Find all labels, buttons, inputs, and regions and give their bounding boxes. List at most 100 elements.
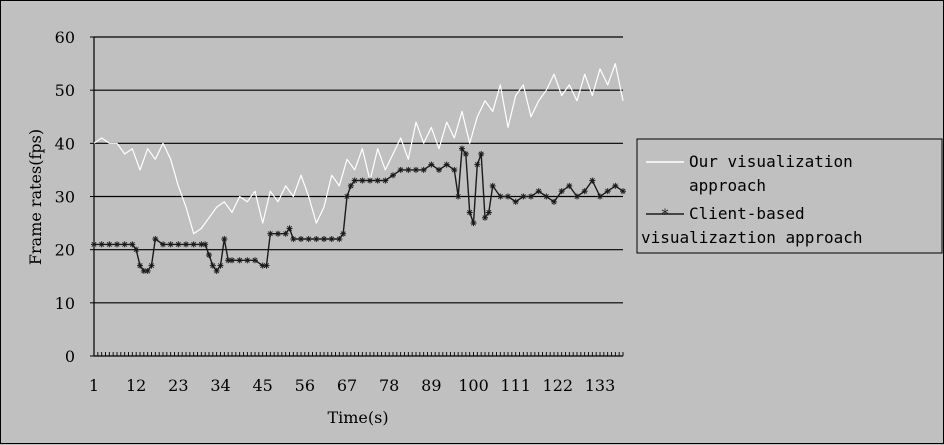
star-arm [470,220,477,226]
star-arm [286,225,293,231]
x-tick-label-23: 23 [168,376,188,395]
star-arm [428,162,434,168]
series-2-point [282,230,289,237]
series-2-point [474,161,481,168]
x-tick-label-133: 133 [585,376,616,395]
series-2-point [413,166,419,173]
series-2-point [489,182,496,189]
star-arm [283,231,289,237]
star-arm [260,263,266,269]
legend-box [636,138,943,254]
series-2-point [206,251,212,258]
star-arm [505,193,511,200]
star-arm [290,236,296,242]
series-2-point [305,236,312,243]
star-arm [520,193,526,200]
series-2-point [597,193,603,200]
series-2-point [466,209,473,216]
star-arm [263,263,270,269]
star-arm [413,167,419,173]
star-arm [382,178,388,184]
star-arm [148,263,155,269]
series-2-point [213,267,220,274]
series-2-point [455,193,462,200]
series-2-point [558,188,565,195]
series-2-point [374,177,381,184]
series-2-point [209,262,216,269]
series-2-point [443,161,450,168]
star-arm [612,183,618,189]
series-2-point [512,198,519,205]
series-2-point [298,236,304,243]
series-2-point [217,262,224,269]
star-arm [137,263,143,269]
series-2-point [497,193,504,200]
star-arm [390,172,396,178]
series-2-point [581,188,588,195]
star-arm [497,193,503,200]
star-arm [344,193,350,200]
series-2-point [267,230,274,237]
series-2-point [405,166,412,173]
x-tick-label-56: 56 [295,376,315,395]
star-arm [198,241,204,247]
star-arm [321,236,327,242]
series-2-point [183,241,189,248]
star-arm [436,167,442,173]
series-2-point [148,262,155,269]
series-line-1 [93,62,624,235]
legend-marker-series-2: * [662,207,669,223]
series-2-point [91,241,97,248]
star-arm [252,257,258,263]
star-arm [106,241,112,247]
series-2-point [462,150,469,157]
star-arm [486,209,492,215]
series-2-point [382,177,389,184]
x-tick-label-67: 67 [337,376,357,395]
series-layer [91,62,626,274]
series-2-point [520,193,527,200]
star-arm [551,199,557,205]
star-arm [359,178,365,184]
y-tick-label-10: 10 [55,294,75,313]
series-2-point [436,166,442,173]
x-tick-label-45: 45 [252,376,272,395]
star-arm [367,178,373,184]
star-arm [168,241,174,247]
star-arm [210,263,216,269]
series-2-point [566,182,573,189]
x-tick-label-1: 1 [89,376,99,395]
y-tick-label-30: 30 [55,188,75,207]
star-arm [237,257,243,263]
series-2-point [98,241,105,248]
star-arm [275,231,281,237]
series-2-point [589,177,596,184]
series-2-point [313,236,320,243]
star-arm [451,167,457,173]
series-2-point [121,241,128,248]
star-arm [225,257,231,263]
star-arm [329,236,335,242]
star-arm [221,236,227,242]
series-2-point [236,257,243,264]
series-2-point [286,225,293,232]
series-2-point [252,257,258,264]
star-arm [405,167,411,173]
series-2-point [535,188,542,195]
x-tick-label-122: 122 [543,376,574,395]
star-arm [474,162,480,168]
series-2-point [160,241,166,248]
series-2-point [574,193,580,200]
y-tick-label-20: 20 [55,241,75,260]
x-tick-label-111: 111 [500,376,531,395]
star-arm [455,193,461,200]
series-2-point [528,193,534,200]
star-arm [574,193,580,200]
star-arm [129,241,135,247]
star-arm [217,263,224,269]
y-axis-title: Frame rates(fps) [26,129,45,265]
series-2-point [152,236,159,243]
series-2-point [604,188,611,195]
star-arm [559,188,565,194]
